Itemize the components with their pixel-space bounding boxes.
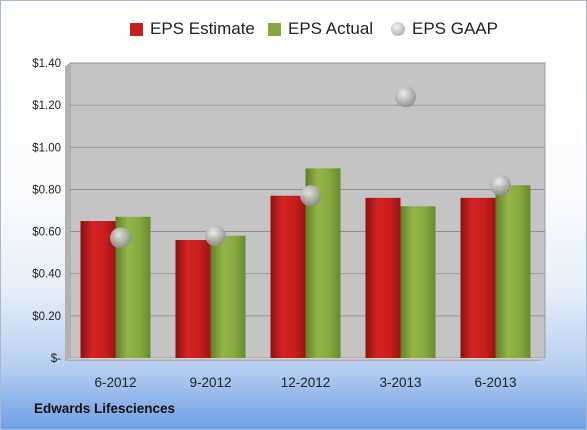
legend-item-gaap: EPS GAAP bbox=[391, 17, 498, 41]
y-tick-label: $0.40 bbox=[32, 269, 61, 281]
bar-eps-actual bbox=[400, 206, 436, 358]
x-tick-label: 9-2012 bbox=[189, 375, 231, 390]
y-tick-label: $0.60 bbox=[32, 227, 61, 239]
company-name: Edwards Lifesciences bbox=[34, 401, 176, 416]
legend-swatch-estimate bbox=[130, 22, 143, 36]
legend-label-actual: EPS Actual bbox=[288, 19, 374, 38]
y-tick-label: $1.40 bbox=[32, 58, 61, 70]
bar-eps-actual bbox=[210, 235, 246, 358]
marker-eps-gaap bbox=[110, 227, 131, 249]
bar-eps-estimate bbox=[175, 240, 211, 358]
legend-label-gaap: EPS GAAP bbox=[412, 19, 498, 38]
y-tick-label: $0.20 bbox=[32, 311, 61, 323]
x-tick-label: 6-2012 bbox=[94, 375, 136, 390]
marker-eps-gaap bbox=[205, 225, 226, 247]
x-tick-label: 6-2013 bbox=[474, 375, 516, 390]
bar-eps-actual bbox=[495, 185, 531, 358]
legend-item-actual: EPS Actual bbox=[268, 17, 373, 41]
legend-swatch-actual bbox=[268, 22, 281, 36]
plot-side-wall bbox=[65, 63, 70, 361]
bar-eps-estimate bbox=[80, 221, 116, 358]
legend-swatch-gaap bbox=[391, 22, 405, 36]
plot-floor bbox=[65, 358, 545, 361]
y-tick-label: $- bbox=[51, 353, 61, 365]
y-tick-label: $1.00 bbox=[32, 142, 61, 154]
bar-eps-estimate bbox=[460, 197, 496, 358]
bar-eps-estimate bbox=[270, 195, 306, 358]
legend-item-estimate: EPS Estimate bbox=[130, 17, 255, 41]
marker-eps-gaap bbox=[490, 174, 511, 196]
marker-eps-gaap bbox=[395, 86, 416, 108]
y-tick-label: $0.80 bbox=[32, 184, 61, 196]
x-tick-label: 3-2013 bbox=[379, 375, 421, 390]
marker-eps-gaap bbox=[300, 185, 321, 207]
y-tick-label: $1.20 bbox=[32, 100, 61, 112]
legend-label-estimate: EPS Estimate bbox=[150, 19, 255, 38]
legend: EPS Estimate EPS Actual EPS GAAP bbox=[0, 17, 587, 41]
bar-eps-estimate bbox=[365, 197, 401, 358]
x-tick-label: 12-2012 bbox=[281, 375, 331, 390]
